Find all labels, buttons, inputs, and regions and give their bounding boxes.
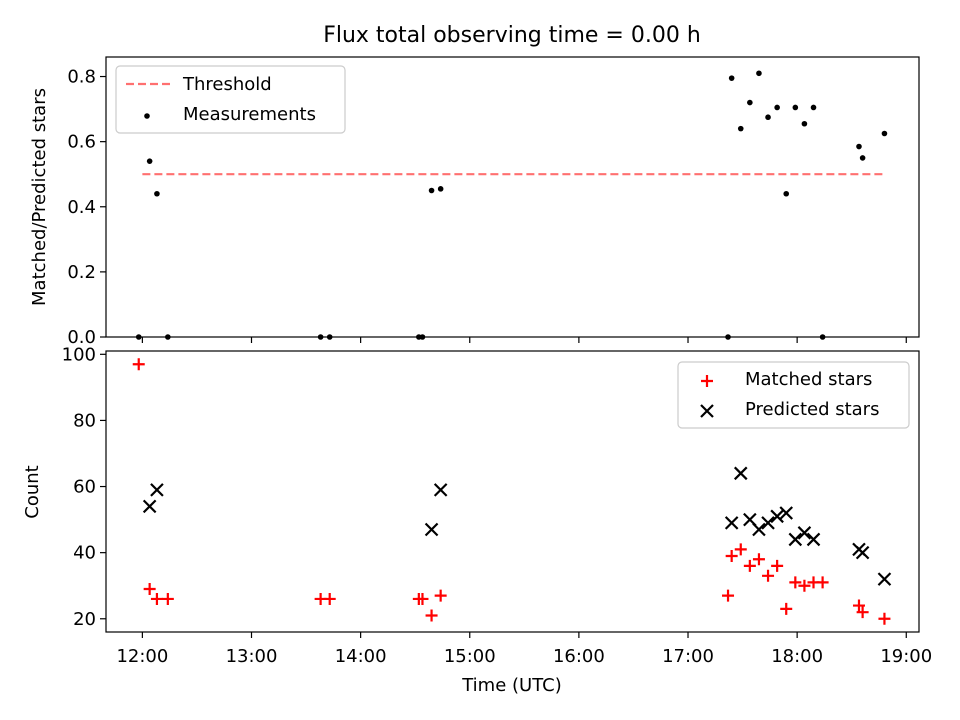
matched-star-point bbox=[878, 612, 891, 625]
measurement-point bbox=[747, 99, 753, 106]
measurement-point bbox=[146, 158, 153, 164]
matched-star-point bbox=[780, 602, 793, 615]
matched-star-point bbox=[856, 606, 869, 619]
bottom-y-tick-label: 100 bbox=[62, 344, 96, 365]
chart-title: Flux total observing time = 0.00 h bbox=[323, 23, 701, 48]
legend-predicted-label: Predicted stars bbox=[745, 399, 879, 420]
matched-star-point bbox=[743, 559, 756, 572]
measurement-point bbox=[728, 75, 735, 81]
top-axes-frame bbox=[105, 56, 920, 338]
matched-star-point bbox=[722, 589, 735, 602]
bottom-y-tick-label: 80 bbox=[73, 410, 96, 431]
top-y-tick-label: 0.2 bbox=[67, 262, 96, 283]
matched-star-point bbox=[752, 553, 765, 566]
predicted-star-point bbox=[733, 466, 748, 481]
matched-star-point bbox=[425, 609, 438, 622]
x-tick-label: 16:00 bbox=[553, 646, 605, 667]
matched-star-point bbox=[725, 549, 738, 562]
measurement-point bbox=[428, 187, 435, 194]
predicted-star-point bbox=[797, 526, 812, 540]
legend-matched-swatch bbox=[701, 375, 713, 387]
measurement-point bbox=[737, 125, 744, 132]
measurement-point bbox=[437, 186, 444, 192]
matched-star-point bbox=[789, 576, 802, 589]
measurement-point bbox=[756, 70, 762, 77]
predicted-star-point bbox=[433, 483, 448, 497]
predicted-star-point bbox=[855, 545, 870, 560]
measurement-point bbox=[154, 190, 160, 197]
legend-measurements-label: Measurements bbox=[183, 104, 316, 125]
matched-star-point bbox=[434, 589, 447, 602]
measurement-point bbox=[856, 143, 862, 150]
legend-threshold-label: Threshold bbox=[182, 74, 272, 95]
bottom-legend-frame bbox=[677, 361, 910, 429]
bottom-data-marks bbox=[132, 358, 892, 625]
bottom-y-axis: 20 40 60 80 100 bbox=[62, 344, 106, 630]
top-y-tick-label: 0.4 bbox=[67, 197, 96, 218]
measurement-point bbox=[810, 104, 817, 111]
matched-star-point bbox=[852, 599, 865, 612]
matched-star-point bbox=[798, 579, 811, 592]
predicted-star-point bbox=[752, 522, 766, 537]
x-tick-label: 18:00 bbox=[771, 646, 823, 667]
bottom-legend: Matched stars Predicted stars bbox=[677, 361, 910, 429]
predicted-star-point bbox=[779, 506, 794, 520]
matched-star-point bbox=[323, 592, 336, 605]
bottom-panel: 20 40 60 80 100 12:00 13:00 14:00 15:00 16:00 17:… bbox=[22, 344, 932, 696]
measurement-point bbox=[765, 114, 771, 121]
measurement-point bbox=[881, 130, 888, 137]
top-y-tick-label: 0.6 bbox=[67, 132, 96, 153]
legend-measurements-swatch bbox=[144, 113, 150, 119]
predicted-star-point bbox=[770, 509, 784, 524]
top-y-axis-label: Matched/Predicted stars bbox=[29, 88, 50, 306]
legend-matched-label: Matched stars bbox=[745, 369, 872, 390]
bottom-y-tick-label: 20 bbox=[73, 609, 96, 630]
bottom-y-axis-label: Count bbox=[22, 465, 43, 518]
matched-star-point bbox=[762, 569, 775, 582]
matched-star-point bbox=[143, 583, 156, 596]
predicted-star-point bbox=[724, 516, 739, 530]
matched-star-point bbox=[816, 576, 829, 589]
bottom-y-tick-label: 40 bbox=[73, 543, 96, 564]
bottom-x-axis: 12:00 13:00 14:00 15:00 16:00 17:00 18:00 19:00 bbox=[116, 632, 932, 667]
x-tick-label: 15:00 bbox=[444, 646, 496, 667]
top-x-ticks bbox=[141, 337, 907, 343]
matched-star-point bbox=[161, 592, 174, 605]
x-tick-label: 12:00 bbox=[116, 646, 168, 667]
matched-star-point bbox=[150, 592, 163, 605]
x-tick-label: 14:00 bbox=[335, 646, 387, 667]
predicted-star-point bbox=[788, 532, 803, 547]
measurement-point bbox=[774, 104, 780, 111]
top-y-tick-label: 0.8 bbox=[67, 67, 96, 88]
matched-star-point bbox=[734, 543, 747, 556]
bottom-axes-frame bbox=[105, 350, 920, 633]
measurement-point bbox=[783, 190, 790, 197]
top-legend-frame bbox=[115, 65, 346, 134]
predicted-star-point bbox=[761, 516, 775, 530]
top-y-tick-label: 0.0 bbox=[67, 327, 96, 348]
predicted-star-point bbox=[877, 572, 892, 586]
predicted-star-point bbox=[424, 522, 439, 537]
measurement-point bbox=[801, 120, 808, 127]
x-axis-label: Time (UTC) bbox=[461, 675, 562, 696]
x-tick-label: 19:00 bbox=[880, 646, 932, 667]
bottom-y-tick-label: 60 bbox=[73, 477, 96, 498]
predicted-star-point bbox=[150, 483, 164, 497]
matched-star-point bbox=[771, 559, 784, 572]
x-tick-label: 13:00 bbox=[226, 646, 278, 667]
predicted-star-point bbox=[806, 532, 821, 547]
x-tick-label: 17:00 bbox=[662, 646, 714, 667]
legend-predicted-swatch bbox=[700, 404, 714, 418]
measurement-point bbox=[792, 104, 799, 111]
matched-star-point bbox=[132, 358, 145, 371]
top-legend: Threshold Measurements bbox=[115, 65, 346, 134]
top-y-axis: 0.0 0.2 0.4 0.6 0.8 bbox=[67, 67, 106, 348]
top-panel: 0.00.20.40.60.8 Matched/Predicted stars … bbox=[29, 56, 920, 348]
predicted-star-point bbox=[142, 499, 157, 514]
measurement-point bbox=[859, 155, 866, 161]
matched-star-point bbox=[416, 592, 429, 605]
